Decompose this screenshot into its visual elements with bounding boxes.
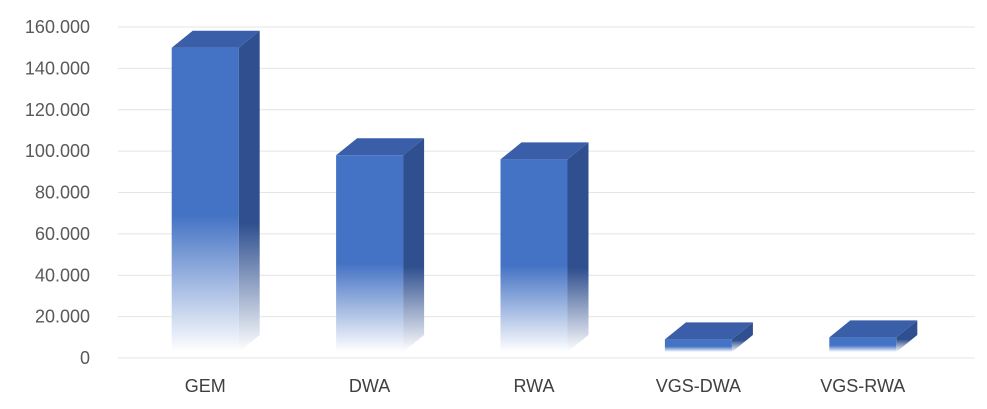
y-tick-label: 100.000 bbox=[25, 141, 90, 161]
bar-top bbox=[500, 142, 589, 160]
x-category-label: RWA bbox=[513, 376, 554, 396]
y-tick-label: 0 bbox=[80, 348, 90, 368]
x-category-label: VGS-RWA bbox=[820, 376, 905, 396]
bar-dwa bbox=[336, 138, 425, 352]
bar-gem bbox=[171, 30, 260, 352]
x-category-label: VGS-DWA bbox=[656, 376, 741, 396]
bar-side bbox=[731, 322, 753, 352]
bar-rwa bbox=[500, 142, 589, 352]
y-tick-label: 60.000 bbox=[35, 224, 90, 244]
bar-vgs-rwa bbox=[829, 320, 918, 352]
bar-top bbox=[829, 320, 918, 338]
bar-top bbox=[171, 30, 260, 48]
bar-front bbox=[829, 337, 897, 352]
y-tick-label: 140.000 bbox=[25, 58, 90, 78]
x-axis-category-labels: GEM DWA RWA VGS-DWA VGS-RWA bbox=[185, 376, 906, 396]
bar-side bbox=[896, 320, 918, 352]
y-tick-label: 40.000 bbox=[35, 265, 90, 285]
y-tick-label: 20.000 bbox=[35, 307, 90, 327]
bar-side bbox=[238, 30, 260, 352]
bar-front bbox=[336, 155, 404, 352]
bar-top bbox=[664, 322, 753, 340]
y-tick-label: 120.000 bbox=[25, 100, 90, 120]
bar-vgs-dwa bbox=[664, 322, 753, 352]
bar-top bbox=[336, 138, 425, 156]
y-tick-label: 80.000 bbox=[35, 183, 90, 203]
bar-side bbox=[403, 138, 425, 352]
bar-front bbox=[500, 159, 568, 352]
bar-side bbox=[567, 142, 589, 352]
y-axis-tick-labels: 0 20.000 40.000 60.000 80.000 100.000 120.000 1… bbox=[25, 17, 90, 368]
bar-front bbox=[171, 47, 239, 352]
bar-front bbox=[664, 339, 732, 352]
x-category-label: GEM bbox=[185, 376, 226, 396]
x-category-label: DWA bbox=[349, 376, 390, 396]
bars bbox=[171, 30, 918, 352]
y-tick-label: 160.000 bbox=[25, 17, 90, 37]
